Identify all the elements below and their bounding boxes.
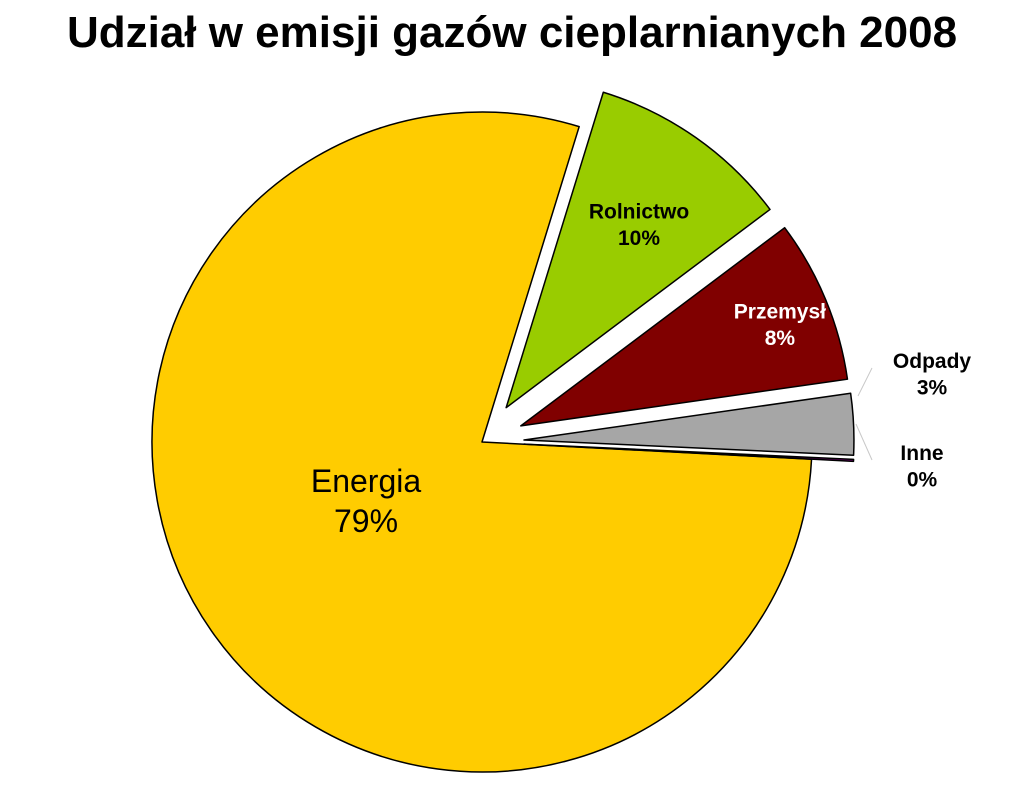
slice-name-rolnictwo: Rolnictwo	[589, 201, 689, 224]
slice-label-przemysł: Przemysł 8%	[734, 300, 826, 349]
pie-slices	[151, 91, 855, 773]
slice-value-rolnictwo: 10%	[618, 227, 660, 250]
slice-label-energia: Energia 79%	[311, 463, 422, 539]
slice-name-energia: Energia	[311, 463, 422, 499]
pie-slice-inne	[523, 443, 855, 463]
slice-label-inne: Inne 0%	[900, 442, 943, 491]
slice-label-odpady: Odpady 3%	[893, 350, 971, 399]
leader-lines	[855, 367, 873, 461]
slice-value-energia: 79%	[334, 503, 398, 539]
leader-line-inne	[855, 423, 873, 461]
slice-label-rolnictwo: Rolnictwo 10%	[589, 201, 689, 250]
slice-name-inne: Inne	[900, 442, 943, 465]
slice-value-inne: 0%	[907, 468, 938, 491]
slice-value-odpady: 3%	[917, 376, 948, 399]
leader-line-odpady	[857, 367, 873, 397]
pie-slice-energia	[151, 111, 813, 773]
slice-name-odpady: Odpady	[893, 350, 971, 373]
slice-name-przemysł: Przemysł	[734, 300, 826, 323]
pie-slice-rolnictwo	[505, 91, 771, 409]
chart-title: Udział w emisji gazów cieplarnianych 200…	[66, 8, 958, 57]
pie-slice-przemysł	[520, 226, 849, 427]
slice-value-przemysł: 8%	[765, 327, 796, 350]
slice-labels: Energia 79% Rolnictwo 10% Przemysł 8% Odpady 3%…	[311, 201, 972, 539]
pie-slice-odpady	[523, 392, 855, 456]
